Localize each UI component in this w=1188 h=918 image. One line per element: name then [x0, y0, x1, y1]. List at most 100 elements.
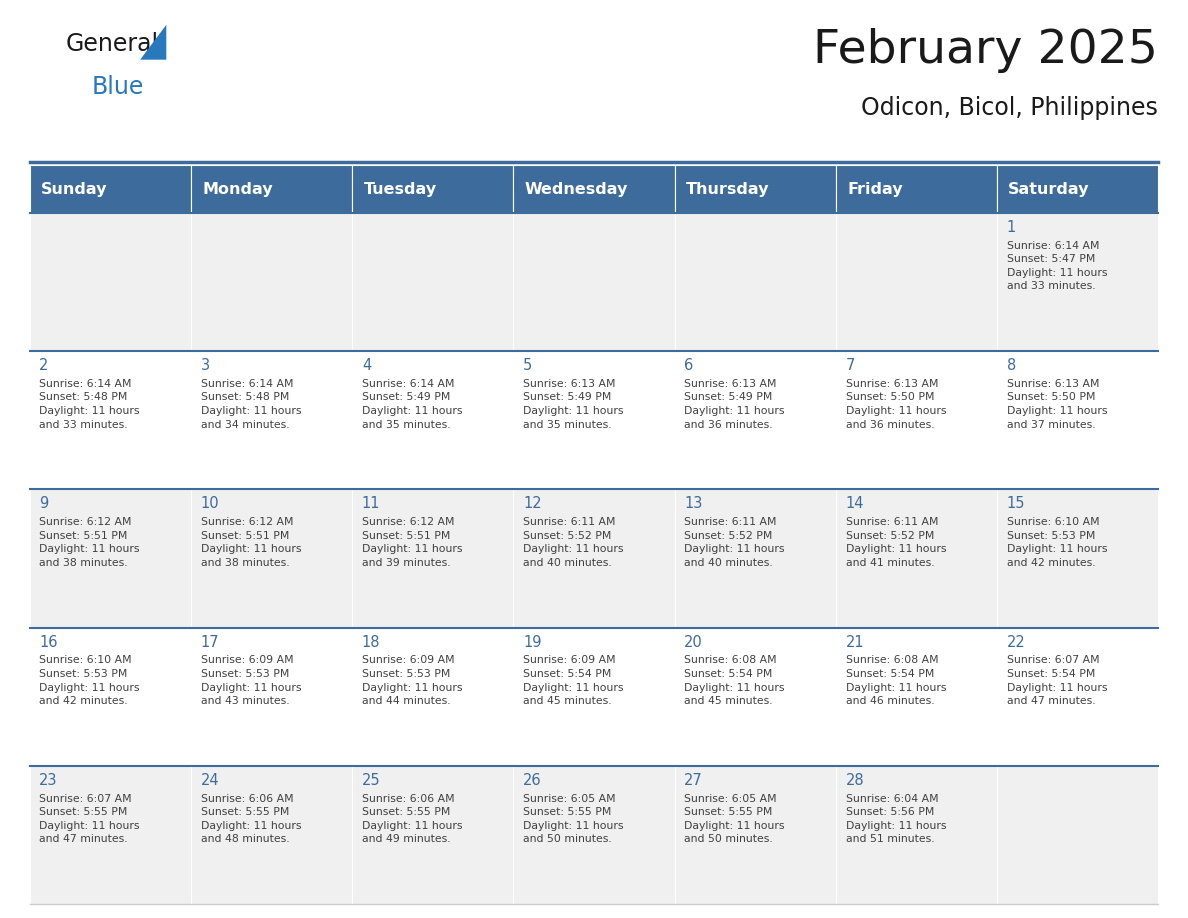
Text: Sunrise: 6:08 AM
Sunset: 5:54 PM
Daylight: 11 hours
and 45 minutes.: Sunrise: 6:08 AM Sunset: 5:54 PM Dayligh… [684, 655, 785, 706]
Bar [836, 766, 997, 904]
Text: February 2025: February 2025 [814, 28, 1158, 73]
Text: Monday: Monday [202, 182, 273, 196]
Text: Sunrise: 6:12 AM
Sunset: 5:51 PM
Daylight: 11 hours
and 38 minutes.: Sunrise: 6:12 AM Sunset: 5:51 PM Dayligh… [39, 517, 140, 568]
Bar [513, 766, 675, 904]
Text: Sunrise: 6:11 AM
Sunset: 5:52 PM
Daylight: 11 hours
and 40 minutes.: Sunrise: 6:11 AM Sunset: 5:52 PM Dayligh… [523, 517, 624, 568]
Text: Sunrise: 6:13 AM
Sunset: 5:50 PM
Daylight: 11 hours
and 36 minutes.: Sunrise: 6:13 AM Sunset: 5:50 PM Dayligh… [846, 379, 946, 430]
Bar [30, 213, 191, 352]
Bar [997, 489, 1158, 628]
Text: Thursday: Thursday [685, 182, 770, 196]
Bar [352, 489, 513, 628]
Text: 26: 26 [523, 773, 542, 788]
Bar [30, 165, 191, 213]
Text: Odicon, Bicol, Philippines: Odicon, Bicol, Philippines [861, 96, 1158, 120]
Bar [191, 766, 352, 904]
Bar [997, 213, 1158, 352]
Text: 6: 6 [684, 358, 694, 373]
Text: Sunrise: 6:11 AM
Sunset: 5:52 PM
Daylight: 11 hours
and 41 minutes.: Sunrise: 6:11 AM Sunset: 5:52 PM Dayligh… [846, 517, 946, 568]
Text: Sunrise: 6:13 AM
Sunset: 5:50 PM
Daylight: 11 hours
and 37 minutes.: Sunrise: 6:13 AM Sunset: 5:50 PM Dayligh… [1006, 379, 1107, 430]
Bar [513, 628, 675, 766]
Bar [352, 352, 513, 489]
Text: Sunrise: 6:09 AM
Sunset: 5:53 PM
Daylight: 11 hours
and 44 minutes.: Sunrise: 6:09 AM Sunset: 5:53 PM Dayligh… [362, 655, 462, 706]
Bar [675, 165, 836, 213]
Text: 22: 22 [1006, 634, 1025, 650]
Bar [836, 165, 997, 213]
Text: 5: 5 [523, 358, 532, 373]
Text: Sunrise: 6:14 AM
Sunset: 5:48 PM
Daylight: 11 hours
and 33 minutes.: Sunrise: 6:14 AM Sunset: 5:48 PM Dayligh… [39, 379, 140, 430]
Bar [675, 352, 836, 489]
Text: Sunrise: 6:14 AM
Sunset: 5:49 PM
Daylight: 11 hours
and 35 minutes.: Sunrise: 6:14 AM Sunset: 5:49 PM Dayligh… [362, 379, 462, 430]
Text: 27: 27 [684, 773, 703, 788]
Text: Sunrise: 6:05 AM
Sunset: 5:55 PM
Daylight: 11 hours
and 50 minutes.: Sunrise: 6:05 AM Sunset: 5:55 PM Dayligh… [523, 794, 624, 845]
Text: 4: 4 [362, 358, 371, 373]
Text: 2: 2 [39, 358, 49, 373]
Text: 3: 3 [201, 358, 210, 373]
Text: General: General [65, 32, 158, 56]
Text: 9: 9 [39, 497, 49, 511]
Text: 18: 18 [362, 634, 380, 650]
Text: 19: 19 [523, 634, 542, 650]
Text: 17: 17 [201, 634, 220, 650]
Bar [30, 628, 191, 766]
Text: Sunrise: 6:07 AM
Sunset: 5:55 PM
Daylight: 11 hours
and 47 minutes.: Sunrise: 6:07 AM Sunset: 5:55 PM Dayligh… [39, 794, 140, 845]
Text: 13: 13 [684, 497, 702, 511]
Bar [191, 165, 352, 213]
Bar [997, 165, 1158, 213]
Text: Saturday: Saturday [1009, 182, 1089, 196]
Bar [513, 165, 675, 213]
Bar [352, 766, 513, 904]
Bar [836, 489, 997, 628]
Text: Sunrise: 6:09 AM
Sunset: 5:54 PM
Daylight: 11 hours
and 45 minutes.: Sunrise: 6:09 AM Sunset: 5:54 PM Dayligh… [523, 655, 624, 706]
Text: Sunrise: 6:07 AM
Sunset: 5:54 PM
Daylight: 11 hours
and 47 minutes.: Sunrise: 6:07 AM Sunset: 5:54 PM Dayligh… [1006, 655, 1107, 706]
Bar [352, 213, 513, 352]
Bar [191, 628, 352, 766]
Bar [30, 766, 191, 904]
Text: Sunrise: 6:14 AM
Sunset: 5:48 PM
Daylight: 11 hours
and 34 minutes.: Sunrise: 6:14 AM Sunset: 5:48 PM Dayligh… [201, 379, 301, 430]
Bar [675, 766, 836, 904]
Bar [513, 213, 675, 352]
Text: Sunrise: 6:14 AM
Sunset: 5:47 PM
Daylight: 11 hours
and 33 minutes.: Sunrise: 6:14 AM Sunset: 5:47 PM Dayligh… [1006, 241, 1107, 291]
Text: Sunrise: 6:11 AM
Sunset: 5:52 PM
Daylight: 11 hours
and 40 minutes.: Sunrise: 6:11 AM Sunset: 5:52 PM Dayligh… [684, 517, 785, 568]
Text: 25: 25 [362, 773, 380, 788]
Text: Sunrise: 6:04 AM
Sunset: 5:56 PM
Daylight: 11 hours
and 51 minutes.: Sunrise: 6:04 AM Sunset: 5:56 PM Dayligh… [846, 794, 946, 845]
Text: Sunrise: 6:13 AM
Sunset: 5:49 PM
Daylight: 11 hours
and 35 minutes.: Sunrise: 6:13 AM Sunset: 5:49 PM Dayligh… [523, 379, 624, 430]
Bar [675, 213, 836, 352]
Text: 14: 14 [846, 497, 864, 511]
Bar [675, 489, 836, 628]
Text: 21: 21 [846, 634, 864, 650]
Text: Sunrise: 6:06 AM
Sunset: 5:55 PM
Daylight: 11 hours
and 48 minutes.: Sunrise: 6:06 AM Sunset: 5:55 PM Dayligh… [201, 794, 301, 845]
Text: 15: 15 [1006, 497, 1025, 511]
Text: 1: 1 [1006, 220, 1016, 235]
Bar [191, 352, 352, 489]
Text: Sunrise: 6:09 AM
Sunset: 5:53 PM
Daylight: 11 hours
and 43 minutes.: Sunrise: 6:09 AM Sunset: 5:53 PM Dayligh… [201, 655, 301, 706]
Bar [836, 628, 997, 766]
Bar [997, 352, 1158, 489]
Text: 24: 24 [201, 773, 220, 788]
Text: Sunrise: 6:08 AM
Sunset: 5:54 PM
Daylight: 11 hours
and 46 minutes.: Sunrise: 6:08 AM Sunset: 5:54 PM Dayligh… [846, 655, 946, 706]
Text: Sunrise: 6:05 AM
Sunset: 5:55 PM
Daylight: 11 hours
and 50 minutes.: Sunrise: 6:05 AM Sunset: 5:55 PM Dayligh… [684, 794, 785, 845]
Text: Sunrise: 6:10 AM
Sunset: 5:53 PM
Daylight: 11 hours
and 42 minutes.: Sunrise: 6:10 AM Sunset: 5:53 PM Dayligh… [1006, 517, 1107, 568]
Bar [30, 489, 191, 628]
Bar [352, 628, 513, 766]
Bar [30, 352, 191, 489]
Text: 16: 16 [39, 634, 58, 650]
Text: Friday: Friday [847, 182, 903, 196]
Text: 20: 20 [684, 634, 703, 650]
Text: Wednesday: Wednesday [525, 182, 628, 196]
Text: 12: 12 [523, 497, 542, 511]
Text: Tuesday: Tuesday [364, 182, 436, 196]
Bar [191, 213, 352, 352]
Bar [352, 165, 513, 213]
Text: Blue: Blue [91, 75, 144, 99]
Bar [513, 352, 675, 489]
Bar [513, 489, 675, 628]
Bar [675, 628, 836, 766]
Bar [191, 489, 352, 628]
Text: 11: 11 [362, 497, 380, 511]
Text: 28: 28 [846, 773, 864, 788]
Bar [836, 213, 997, 352]
Bar [997, 628, 1158, 766]
Text: Sunrise: 6:12 AM
Sunset: 5:51 PM
Daylight: 11 hours
and 39 minutes.: Sunrise: 6:12 AM Sunset: 5:51 PM Dayligh… [362, 517, 462, 568]
Text: 10: 10 [201, 497, 220, 511]
Text: Sunday: Sunday [40, 182, 107, 196]
